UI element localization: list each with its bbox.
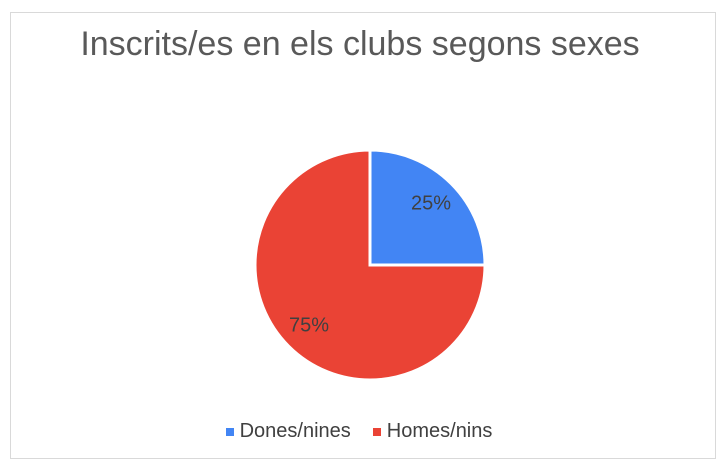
legend-item: Homes/nins: [372, 420, 493, 443]
data-label: 25%: [411, 192, 451, 214]
legend-swatch: [225, 427, 234, 436]
data-label: 75%: [289, 314, 329, 336]
pie-slice: [368, 148, 487, 267]
legend-label: Homes/nins: [386, 420, 493, 442]
chart-title: Inscrits/es en els clubs segons sexes: [80, 25, 640, 63]
pie-slice: [253, 148, 487, 382]
chart-frame: [10, 12, 716, 459]
legend: Dones/nines Homes/nins: [0, 420, 718, 443]
legend-item: Dones/nines: [225, 420, 351, 443]
legend-swatch: [372, 427, 381, 436]
legend-label: Dones/nines: [239, 420, 351, 442]
